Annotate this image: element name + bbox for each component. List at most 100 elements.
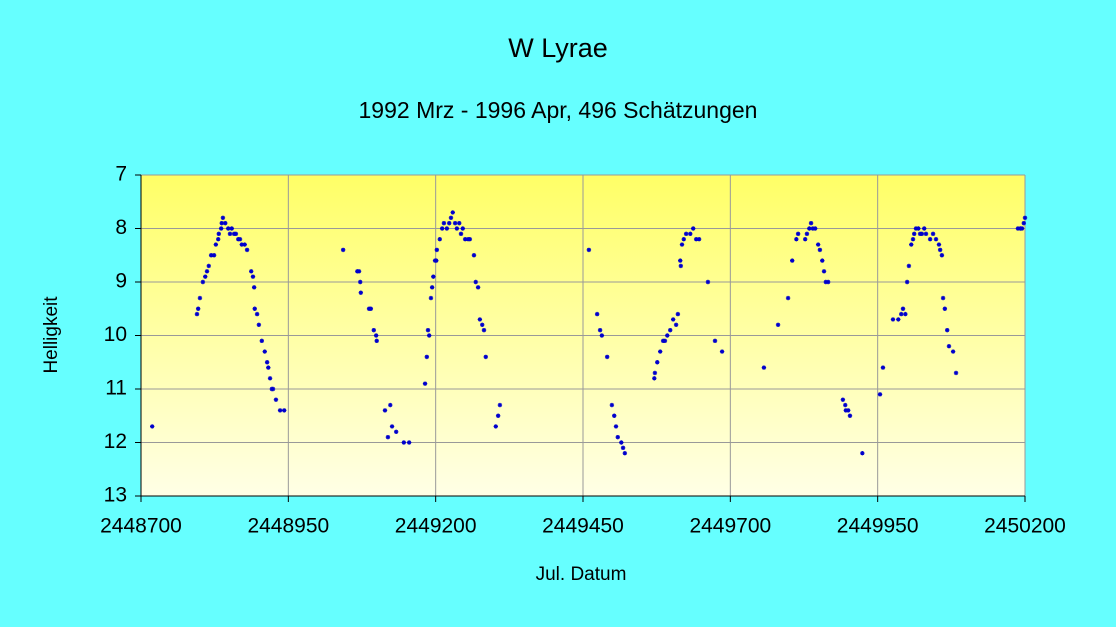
data-point [483, 354, 488, 360]
data-point [619, 440, 624, 445]
data-point [936, 242, 942, 247]
data-point [775, 322, 781, 327]
data-point [933, 237, 939, 242]
data-point [203, 274, 208, 279]
data-point [900, 306, 906, 311]
data-point [458, 231, 464, 237]
data-point [899, 311, 904, 317]
data-point [950, 349, 956, 354]
y-tick-label: 9 [115, 270, 127, 293]
data-point [670, 317, 676, 322]
data-point [890, 317, 896, 322]
data-point [945, 327, 950, 333]
data-point [424, 354, 430, 360]
y-tick-label: 7 [115, 163, 127, 186]
data-point [1022, 215, 1028, 220]
data-point [930, 231, 936, 237]
data-point [259, 338, 265, 344]
data-point [909, 242, 914, 247]
data-point [821, 269, 827, 274]
data-point [683, 231, 689, 237]
data-point [425, 327, 431, 333]
data-point [493, 424, 498, 429]
data-point [693, 237, 699, 242]
data-point [374, 338, 379, 344]
data-point [946, 344, 952, 349]
data-point [655, 360, 660, 365]
y-axis-label: Helligkeit [41, 296, 62, 374]
data-point [599, 333, 605, 338]
data-point [477, 317, 483, 322]
data-point [266, 365, 271, 370]
data-point [808, 220, 814, 226]
data-point [691, 226, 696, 231]
data-point [696, 237, 702, 242]
data-point [401, 440, 407, 445]
data-point [475, 285, 481, 290]
data-point [340, 247, 346, 253]
data-point [812, 226, 818, 231]
data-point [371, 327, 376, 333]
data-point [471, 253, 477, 258]
data-point [213, 242, 219, 247]
data-point [237, 237, 243, 242]
data-point [820, 258, 825, 263]
data-point [880, 365, 886, 370]
data-point [358, 279, 363, 285]
y-tick-label: 13 [104, 484, 127, 507]
data-point [919, 231, 925, 237]
data-point [795, 231, 801, 237]
data-point [613, 424, 619, 429]
data-point [665, 333, 670, 338]
data-point [604, 354, 610, 360]
data-point [802, 237, 808, 242]
data-point [429, 285, 435, 290]
data-point [200, 279, 206, 285]
data-point [615, 434, 620, 440]
data-point [428, 295, 434, 301]
data-point [480, 322, 485, 327]
data-point [267, 376, 273, 381]
data-point [216, 231, 221, 237]
data-point [712, 338, 718, 344]
data-point [406, 440, 412, 445]
data-point [229, 226, 234, 231]
data-point [810, 226, 816, 231]
data-point [761, 365, 767, 370]
x-tick-label: 2450200 [984, 515, 1066, 538]
data-point [208, 253, 214, 258]
data-point [434, 247, 440, 253]
data-point [368, 306, 374, 311]
data-point [226, 226, 231, 231]
data-point [220, 215, 226, 220]
data-point [204, 269, 210, 274]
data-point [823, 279, 829, 285]
data-point [426, 333, 432, 338]
data-point [622, 451, 628, 456]
data-point [256, 322, 262, 327]
data-point [439, 226, 445, 231]
data-point [597, 327, 603, 333]
data-point [194, 311, 200, 317]
data-point [244, 247, 250, 253]
data-point [620, 445, 626, 451]
y-tick-label: 10 [104, 323, 127, 346]
data-point [673, 322, 679, 327]
x-tick-label: 2449700 [689, 515, 771, 538]
data-point [252, 306, 257, 311]
data-point [197, 295, 203, 301]
data-point [358, 290, 364, 295]
data-point [937, 247, 943, 253]
data-point [927, 237, 933, 242]
data-point [913, 226, 919, 231]
data-point [705, 279, 711, 285]
data-point [242, 242, 247, 247]
data-point [444, 226, 450, 231]
data-point [211, 253, 217, 258]
data-point [843, 402, 848, 408]
data-point [452, 220, 458, 226]
data-point [719, 349, 725, 354]
y-tick-label: 11 [105, 377, 127, 400]
data-point [393, 429, 399, 434]
